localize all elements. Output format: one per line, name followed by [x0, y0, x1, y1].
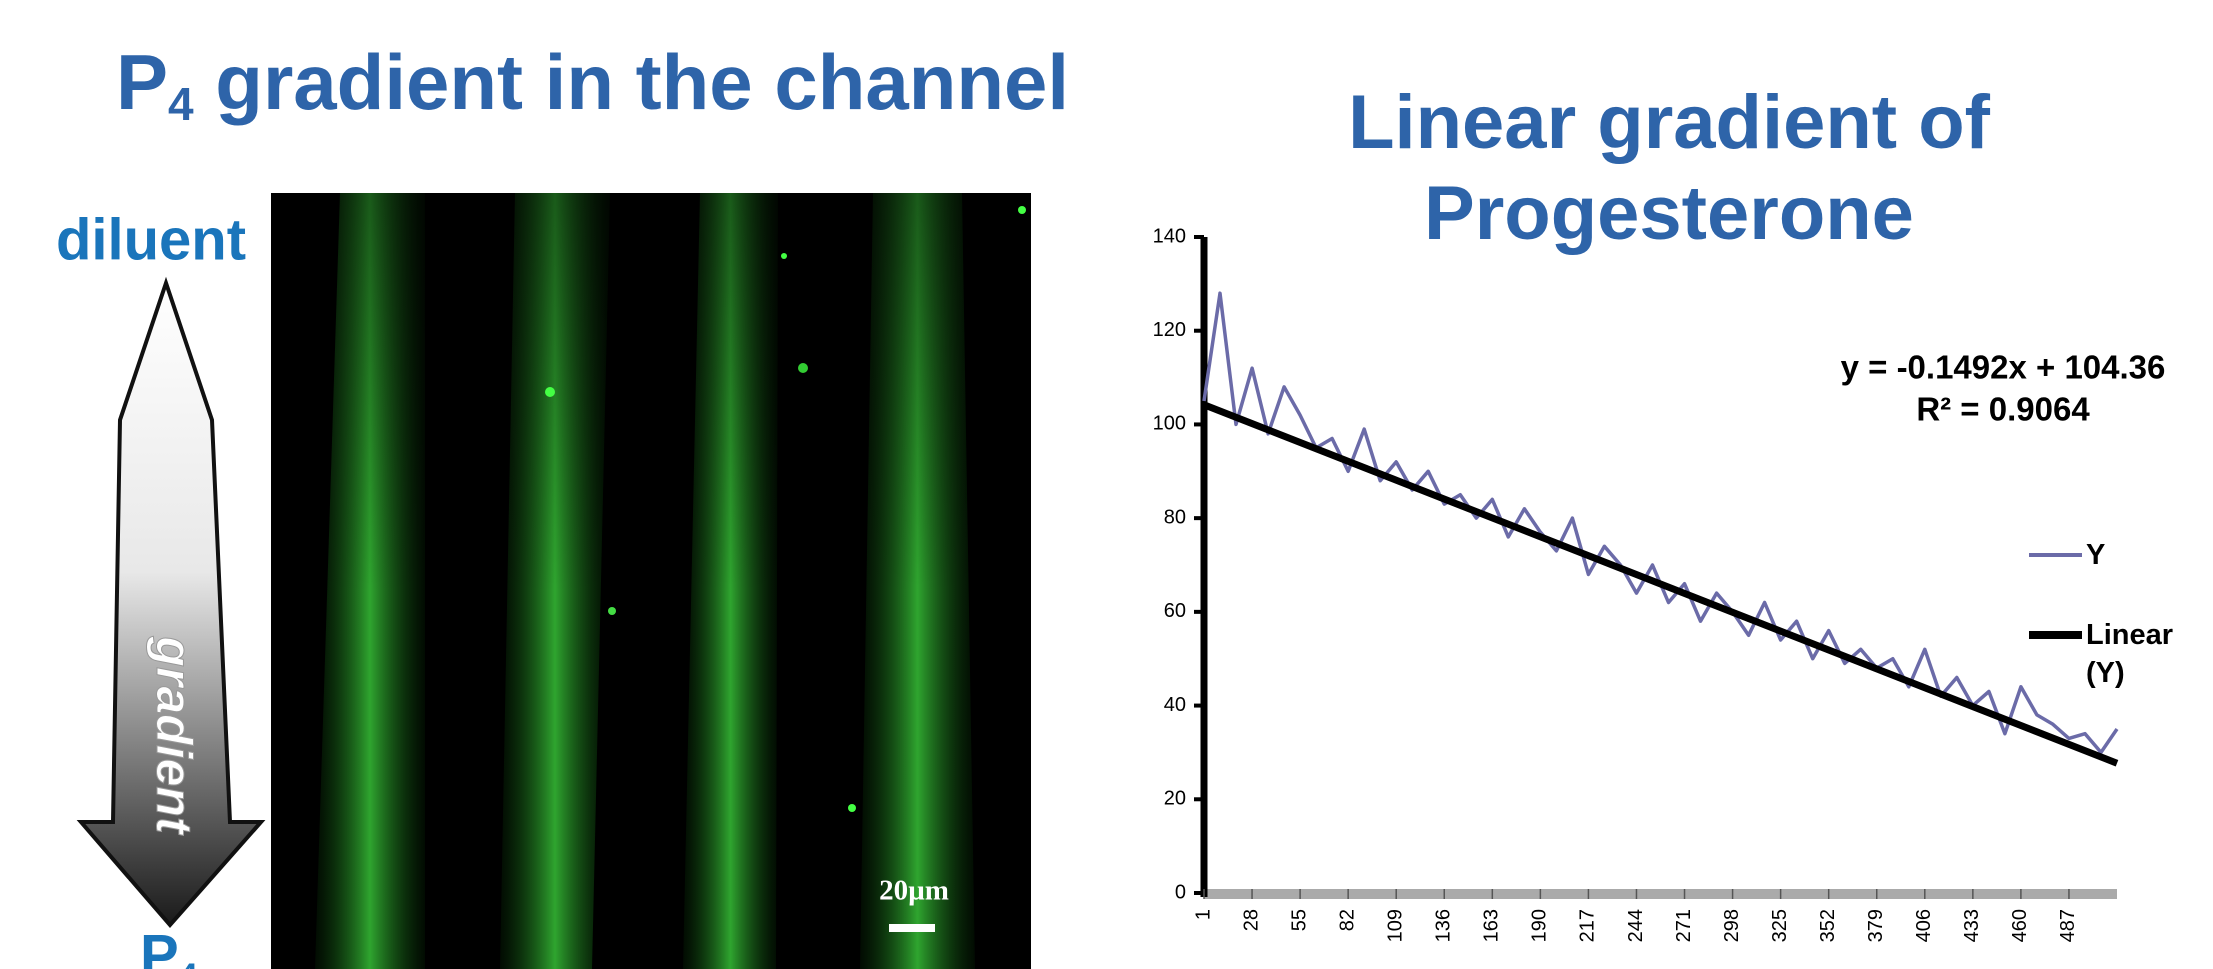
y-tick-label: 100 [1153, 413, 1186, 435]
x-tick-label: 406 [1913, 909, 1935, 942]
x-tick-label: 28 [1240, 909, 1262, 931]
x-tick-label: 109 [1384, 909, 1406, 942]
x-tick-label: 217 [1577, 909, 1599, 942]
series-line [1204, 405, 2117, 764]
bottom-label-text: P [140, 923, 179, 969]
x-tick-label: 190 [1529, 909, 1551, 942]
bottom-label: P4 [140, 923, 198, 969]
legend-label: Y [2086, 536, 2206, 574]
title-rest: gradient in the channel [194, 38, 1069, 126]
scale-bar [889, 924, 935, 932]
bottom-label-subscript: 4 [179, 957, 198, 969]
slide: P4 gradient in the channel diluent gradi… [0, 0, 2213, 969]
x-tick-label: 1 [1192, 909, 1214, 920]
microscopy-image [271, 193, 1031, 969]
x-tick-label: 55 [1288, 909, 1310, 931]
slide-canvas: P4 gradient in the channel diluent gradi… [0, 0, 2213, 969]
x-axis-band [1204, 889, 2117, 899]
y-tick-label: 0 [1175, 881, 1186, 903]
plot-area: 0 20 40 60 80 100 120 140 1 28 55 82 109 136 163 190 217… [1153, 225, 2117, 942]
y-tick-label: 80 [1164, 506, 1186, 528]
x-tick-label: 460 [2009, 909, 2031, 942]
diluent-label: diluent [56, 207, 246, 272]
y-tick-label: 40 [1164, 694, 1186, 716]
x-tick-label: 352 [1817, 909, 1839, 942]
x-tick-label: 487 [2057, 909, 2079, 942]
x-tick-label: 433 [1961, 909, 1983, 942]
chart-title: Linear gradient of [1348, 80, 1991, 165]
y-tick-label: 20 [1164, 788, 1186, 810]
x-tick-label: 298 [1721, 909, 1743, 942]
title-subscript: 4 [168, 78, 194, 130]
arrow-label: gradient [146, 635, 202, 836]
y-tick-label: 60 [1164, 600, 1186, 622]
x-tick-label: 163 [1481, 909, 1503, 942]
title-text: P [116, 38, 168, 126]
x-tick-label: 379 [1865, 909, 1887, 942]
chart-title: Progesterone [1424, 171, 1914, 256]
scale-bar-label: 20µm [879, 875, 949, 907]
x-tick-label: 271 [1673, 909, 1695, 942]
y-tick-label: 140 [1153, 225, 1186, 247]
x-tick-label: 82 [1336, 909, 1358, 931]
r-squared: R² = 0.9064 [1916, 391, 2090, 428]
x-tick-label: 244 [1625, 909, 1647, 942]
x-tick-label: 325 [1769, 909, 1791, 942]
left-title: P4 gradient in the channel [116, 38, 1069, 131]
y-tick-label: 120 [1153, 319, 1186, 341]
x-tick-label: 136 [1433, 909, 1455, 942]
trendline-equation: y = -0.1492x + 104.36 [1841, 349, 2166, 386]
legend-label: Linear (Y) [2086, 616, 2206, 692]
